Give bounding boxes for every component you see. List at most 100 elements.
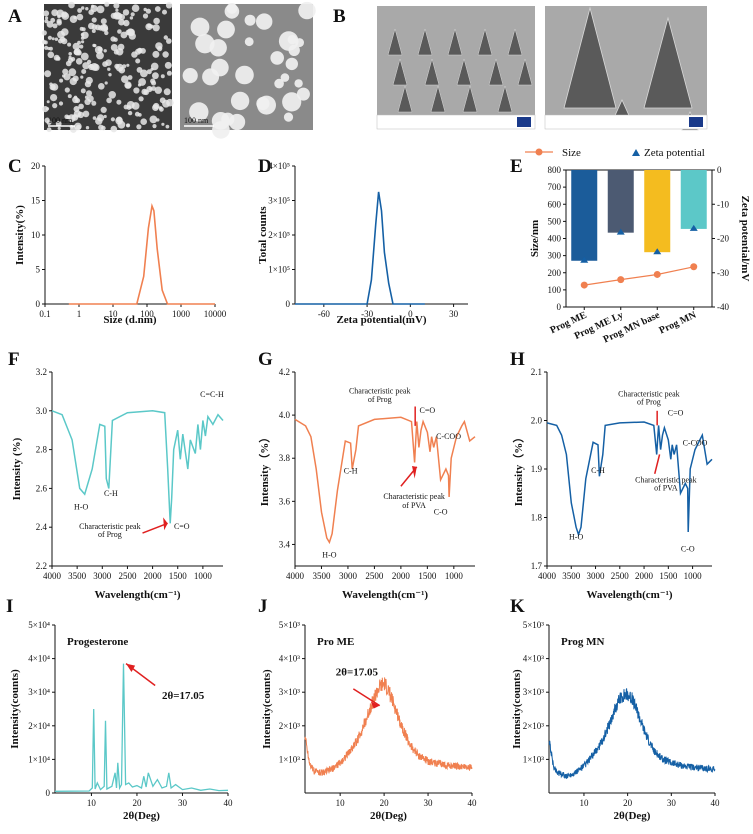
microneedle bbox=[424, 58, 440, 86]
nanoparticle bbox=[145, 8, 151, 14]
chart-d-x-tick-label: -60 bbox=[318, 309, 330, 319]
nanoparticle bbox=[72, 42, 80, 51]
nanoparticle bbox=[91, 100, 97, 106]
chart-c-x-tick-label: 1 bbox=[77, 309, 82, 319]
peak-annotation: C-O bbox=[434, 507, 448, 516]
panel-label-k: K bbox=[510, 596, 525, 617]
nanoparticle bbox=[113, 2, 120, 9]
nanoparticle bbox=[97, 46, 103, 52]
nanoparticle bbox=[165, 124, 170, 129]
microneedle bbox=[507, 28, 523, 56]
nanoparticle bbox=[104, 81, 108, 85]
callout-arrow bbox=[654, 454, 661, 475]
chart-i-legend: Progesterone bbox=[67, 636, 128, 648]
nanoparticle bbox=[97, 114, 105, 122]
chart-d-y-tick-label: 3×10⁵ bbox=[268, 196, 290, 206]
nanoparticle bbox=[70, 57, 76, 62]
chart-d-y-tick-label: 4×10⁵ bbox=[268, 161, 290, 171]
nanoparticle bbox=[140, 48, 146, 54]
nanoparticle bbox=[230, 91, 250, 111]
nanoparticle bbox=[136, 124, 142, 130]
nanoparticle bbox=[143, 7, 147, 12]
nanoparticle bbox=[107, 67, 111, 71]
nanoparticle bbox=[62, 74, 66, 78]
chart-d bbox=[294, 166, 468, 305]
nanoparticle bbox=[81, 69, 87, 74]
chart-g-x-tick-label: 4000 bbox=[286, 571, 305, 581]
nanoparticle bbox=[92, 116, 97, 120]
size-point bbox=[653, 270, 661, 278]
chart-e-y2-tick-label: -20 bbox=[717, 234, 729, 244]
nanoparticle bbox=[152, 24, 160, 32]
nanoparticle bbox=[140, 69, 148, 78]
nanoparticle bbox=[45, 16, 49, 20]
chart-f-x-label: Wavelength(cm⁻¹) bbox=[94, 589, 180, 601]
chart-j-x-tick-label: 40 bbox=[468, 798, 478, 808]
chart-h-x-tick-label: 1000 bbox=[684, 571, 703, 581]
chart-h-x-tick-label: 3500 bbox=[562, 571, 581, 581]
legend-size-marker bbox=[535, 148, 543, 156]
panel-label-i: I bbox=[6, 596, 13, 617]
xrd-pattern-line bbox=[548, 688, 716, 779]
microneedle bbox=[462, 85, 478, 113]
nanoparticle bbox=[92, 43, 96, 48]
nanoparticle bbox=[79, 44, 84, 49]
chart-c-y-tick-label: 15 bbox=[31, 196, 41, 206]
chart-f-x-tick-label: 2000 bbox=[144, 571, 163, 581]
size-point bbox=[690, 263, 698, 271]
chart-d-x-tick-label: 0 bbox=[408, 309, 413, 319]
chart-c-x-tick-label: 10 bbox=[109, 309, 119, 319]
microneedle bbox=[397, 85, 413, 113]
chart-h-y-tick-label: 1.7 bbox=[531, 561, 543, 571]
nanoparticle bbox=[68, 68, 77, 77]
peak-annotation: C-H bbox=[591, 466, 605, 475]
nanoparticle bbox=[122, 9, 130, 16]
nanoparticle bbox=[182, 68, 198, 84]
nanoparticle bbox=[80, 32, 85, 37]
nanoparticle bbox=[54, 37, 59, 41]
chart-g-x-tick-label: 3000 bbox=[339, 571, 358, 581]
nanoparticle bbox=[49, 84, 56, 91]
nanoparticle bbox=[50, 17, 56, 23]
nanoparticle bbox=[108, 73, 112, 77]
nanoparticle bbox=[274, 78, 284, 89]
nanoparticle bbox=[68, 55, 72, 60]
chart-f-x-tick-label: 1500 bbox=[169, 571, 188, 581]
nanoparticle bbox=[81, 40, 85, 44]
nanoparticle bbox=[134, 111, 140, 117]
nanoparticle bbox=[96, 5, 105, 14]
chart-k-y-tick-label: 1×10³ bbox=[523, 754, 545, 764]
nanoparticle bbox=[43, 10, 50, 17]
chart-c-x-tick-label: 10000 bbox=[204, 309, 227, 319]
chart-d-y-tick-label: 1×10⁵ bbox=[268, 265, 290, 275]
chart-g-x-tick-label: 3500 bbox=[312, 571, 331, 581]
chart-h-y-tick-label: 2.1 bbox=[531, 367, 542, 377]
legend-size-label: Size bbox=[562, 147, 581, 159]
nanoparticle bbox=[52, 103, 58, 109]
chart-e-y-label: Size/nm bbox=[529, 220, 541, 257]
nanoparticle bbox=[53, 54, 60, 61]
callout-arrow-head bbox=[412, 466, 417, 479]
xrd-pattern-line bbox=[304, 677, 473, 776]
nanoparticle bbox=[135, 58, 141, 64]
chart-k-y-tick-label: 5×10³ bbox=[523, 620, 545, 630]
nanoparticle bbox=[162, 51, 169, 58]
nanoparticle bbox=[157, 46, 163, 52]
chart-c-y-tick-label: 10 bbox=[31, 230, 41, 240]
nanoparticle bbox=[46, 127, 52, 133]
peak-annotation: 2θ=17.05 bbox=[336, 666, 379, 678]
nanoparticle bbox=[165, 2, 173, 9]
zeta-distribution-line bbox=[295, 191, 425, 305]
chart-d-y-label: Total counts bbox=[257, 206, 269, 264]
chart-e-y-tick-label: 600 bbox=[548, 199, 562, 209]
nanoparticle bbox=[127, 110, 133, 116]
chart-j bbox=[304, 625, 472, 794]
chart-i-y-tick-label: 0 bbox=[46, 788, 51, 798]
nanoparticle bbox=[85, 76, 93, 85]
chart-h-x-label: Wavelength(cm⁻¹) bbox=[586, 589, 672, 601]
chart-h-y-label: Intensity（%） bbox=[512, 432, 525, 507]
peak-annotation: H-O bbox=[74, 503, 88, 512]
microneedle bbox=[563, 6, 617, 109]
chart-e-y-tick-label: 100 bbox=[548, 285, 562, 295]
nanoparticle bbox=[91, 4, 95, 8]
